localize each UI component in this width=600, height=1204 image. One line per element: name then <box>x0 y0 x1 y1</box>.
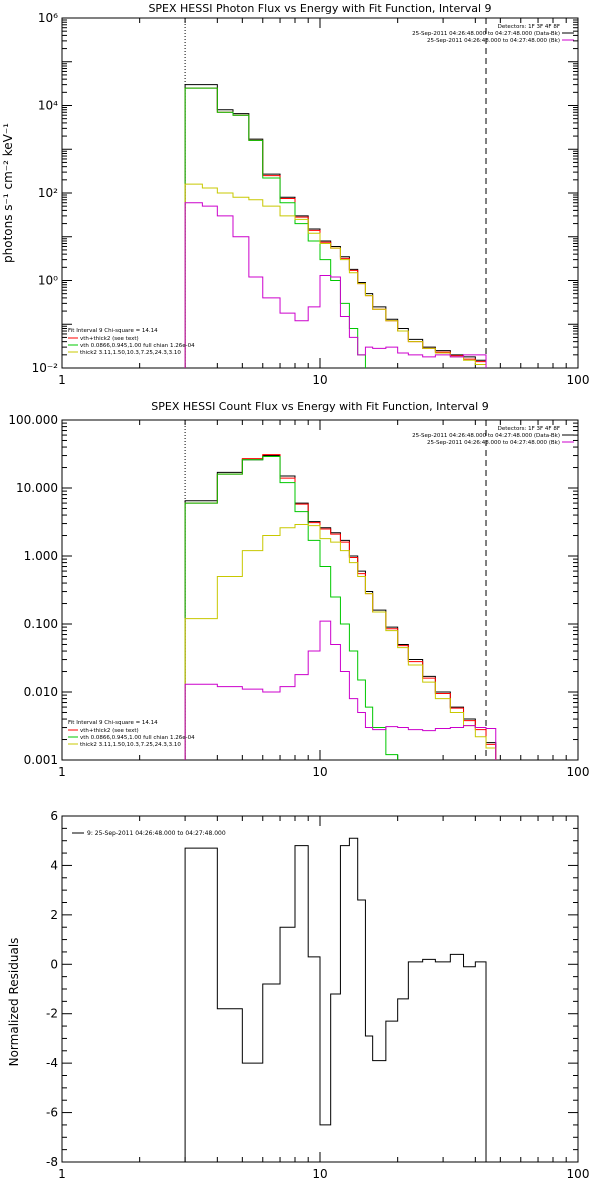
y-tick-label: 10⁴ <box>38 99 58 113</box>
series-group <box>184 84 487 368</box>
fit-legend-entry: thick2 3.11,1.50,10.3,7.25,24.3,3.10 <box>80 742 181 748</box>
photon-flux-panel: SPEX HESSI Photon Flux vs Energy with Fi… <box>1 2 590 387</box>
x-tick-label: 1 <box>58 1167 66 1181</box>
x-tick-label: 100 <box>567 1167 590 1181</box>
panel-title: SPEX HESSI Photon Flux vs Energy with Fi… <box>148 2 491 15</box>
series-histogram <box>184 620 497 760</box>
plot-frame <box>61 17 579 369</box>
legend-entry: 25-Sep-2011 04:26:48.000 to 04:27:48.000… <box>412 31 560 37</box>
y-tick-label: 0.001 <box>24 753 58 767</box>
y-tick-label: 10⁰ <box>38 274 58 288</box>
series-histogram <box>184 524 497 760</box>
series-histogram <box>184 183 487 368</box>
x-tick-label: 100 <box>567 373 590 387</box>
y-tick-label: 0.010 <box>24 685 58 699</box>
fit-legend-entry: vth+thick2 (see text) <box>80 728 139 734</box>
y-tick-label: 10.000 <box>16 481 58 495</box>
x-tick-label: 1 <box>58 373 66 387</box>
y-tick-label: 10² <box>38 186 58 200</box>
y-tick-label: 0.100 <box>24 617 58 631</box>
legend-entry: Detectors: 1F 3F 4F 8F <box>498 426 560 432</box>
y-tick-label: -8 <box>46 1155 58 1169</box>
series-histogram <box>184 202 487 368</box>
y-axis-label: photons s⁻¹ cm⁻² keV⁻¹ <box>1 123 15 263</box>
y-tick-label: 0 <box>50 957 58 971</box>
fit-legend-header: Fit Interval 9 Chi-square = 14.14 <box>68 328 158 334</box>
fit-legend-header: Fit Interval 9 Chi-square = 14.14 <box>68 720 158 726</box>
series-histogram <box>184 454 497 760</box>
y-tick-label: 6 <box>50 809 58 823</box>
series-histogram <box>184 456 399 760</box>
legend-entry: 25-Sep-2011 04:26:48.000 to 04:27:48.000… <box>427 440 560 446</box>
legend-entry: Detectors: 1F 3F 4F 8F <box>498 24 560 30</box>
fit-legend-entry: vth 0.0866,0.945,1.00 full chian 1.26e-0… <box>80 343 195 349</box>
fit-legend-entry: vth 0.0866,0.945,1.00 full chian 1.26e-0… <box>80 735 195 741</box>
series-histogram <box>184 455 497 760</box>
panel-title: SPEX HESSI Count Flux vs Energy with Fit… <box>151 400 488 413</box>
series-histogram <box>184 87 366 368</box>
series-histogram <box>184 837 487 1162</box>
series-group <box>184 837 487 1162</box>
y-tick-label: -4 <box>46 1056 58 1070</box>
y-tick-label: 4 <box>50 858 58 872</box>
y-tick-label: 10⁶ <box>38 11 58 25</box>
y-tick-label: 2 <box>50 908 58 922</box>
plot-frame <box>61 419 579 761</box>
count-flux-panel: SPEX HESSI Count Flux vs Energy with Fit… <box>8 400 590 779</box>
fit-legend-entry: vth+thick2 (see text) <box>80 336 139 342</box>
fit-legend-entry: thick2 3.11,1.50,10.3,7.25,24.3,3.10 <box>80 350 181 356</box>
series-histogram <box>184 87 487 368</box>
x-tick-label: 10 <box>312 373 327 387</box>
y-tick-label: -2 <box>46 1007 58 1021</box>
series-group <box>184 454 497 760</box>
y-tick-label: 10⁻² <box>32 361 59 375</box>
y-tick-label: 100.000 <box>8 413 58 427</box>
y-axis-label: Normalized Residuals <box>7 938 21 1067</box>
y-tick-label: 1.000 <box>24 549 58 563</box>
x-tick-label: 10 <box>312 1167 327 1181</box>
y-tick-label: -6 <box>46 1106 58 1120</box>
x-tick-label: 10 <box>312 765 327 779</box>
x-tick-label: 100 <box>567 765 590 779</box>
legend-entry: 25-Sep-2011 04:26:48.000 to 04:27:48.000… <box>427 38 560 44</box>
legend-entry: 25-Sep-2011 04:26:48.000 to 04:27:48.000… <box>412 433 560 439</box>
residuals-panel: Normalized Residuals 1 10 100 -8 -6 -4 -2 0 2 4 6 9… <box>7 809 590 1181</box>
x-tick-label: 1 <box>58 765 66 779</box>
residual-legend-entry: 9: 25-Sep-2011 04:26:48.000 to 04:27:48.… <box>87 830 226 837</box>
